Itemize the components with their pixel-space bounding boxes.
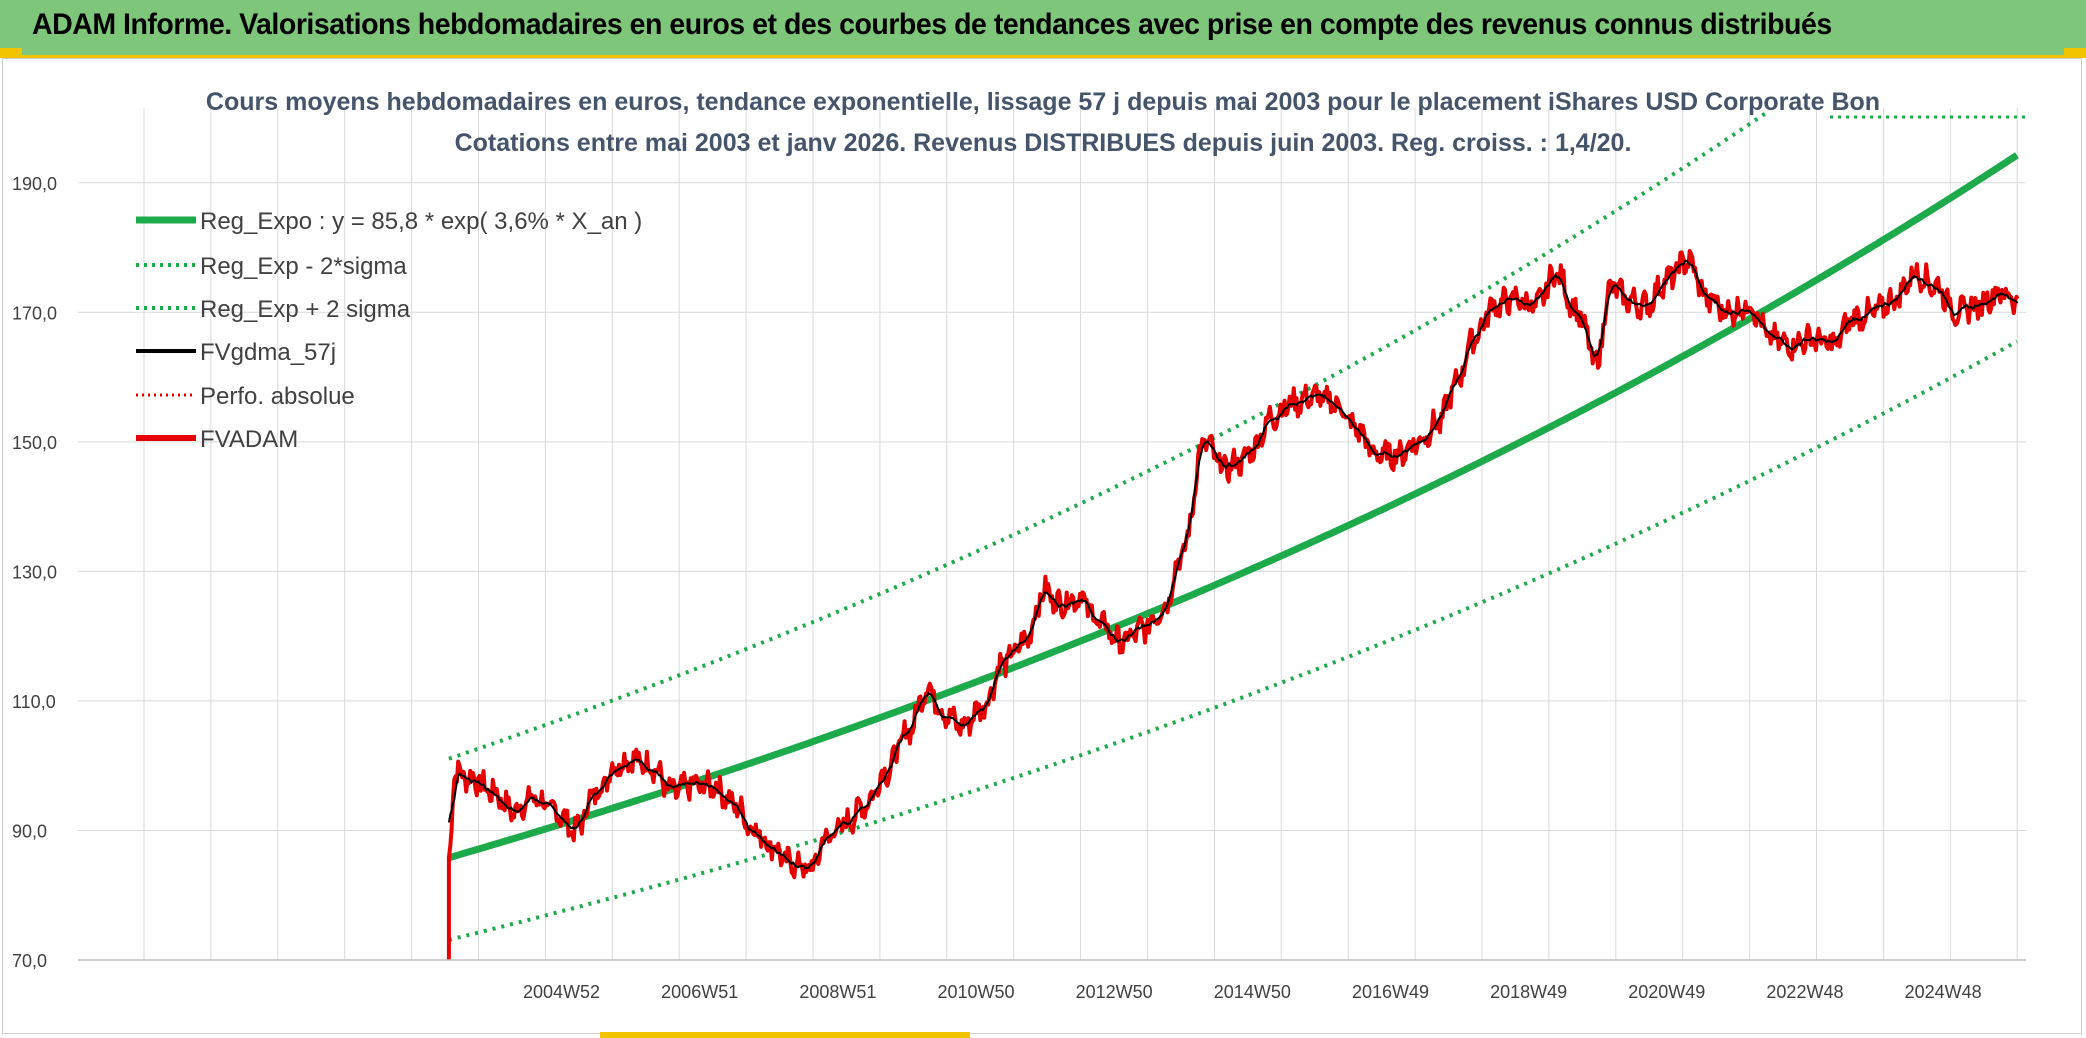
legend-label-reg-plus: Reg_Exp + 2 sigma <box>200 296 411 323</box>
x-tick-label: 2010W50 <box>937 982 1014 1002</box>
chart-legend: Reg_Expo : y = 85,8 * exp( 3,6% * X_an )… <box>136 208 642 453</box>
y-tick-label: 90,0 <box>12 821 47 841</box>
y-tick-label: 150,0 <box>12 433 57 453</box>
chart-axes: 70,0 90,0 110,0 130,0 150,0 170,0 190,0 2004W52… <box>12 174 2026 1002</box>
x-tick-label: 2008W51 <box>799 982 876 1002</box>
fvadam-line <box>446 249 2020 960</box>
y-tick-label: 130,0 <box>12 562 57 582</box>
legend-label-reg-minus: Reg_Exp - 2*sigma <box>200 253 407 280</box>
chart-title-line-2: Cotations entre mai 2003 et janv 2026. R… <box>455 129 1632 157</box>
legend-label-fvadam: FVADAM <box>200 426 298 453</box>
x-tick-label: 2022W48 <box>1766 982 1843 1002</box>
chart-title-line-1: Cours moyens hebdomadaires en euros, ten… <box>206 88 1880 116</box>
reg-expo-line <box>447 152 2019 862</box>
x-tick-label: 2024W48 <box>1905 982 1982 1002</box>
chart-grid <box>78 108 2026 961</box>
legend-label-reg-expo: Reg_Expo : y = 85,8 * exp( 3,6% * X_an ) <box>200 208 642 235</box>
x-tick-label: 2018W49 <box>1490 982 1567 1002</box>
header-corner-right <box>2064 48 2086 55</box>
x-tick-label: 2014W50 <box>1214 982 1291 1002</box>
x-tick-label: 2020W49 <box>1628 982 1705 1002</box>
x-tick-label: 2012W50 <box>1076 982 1153 1002</box>
legend-label-fvgdma: FVgdma_57j <box>200 339 336 366</box>
header-corner-left <box>0 48 22 55</box>
x-tick-label: 2004W52 <box>523 982 600 1002</box>
header-bar: ADAM Informe. Valorisations hebdomadaire… <box>0 0 2086 58</box>
y-tick-label: 170,0 <box>12 303 57 323</box>
reg-expo-minus-2sigma-line <box>448 339 2018 942</box>
fvgdma-57j-line <box>447 259 2019 870</box>
chart-frame <box>2 58 2082 1034</box>
x-tick-label: 2016W49 <box>1352 982 1429 1002</box>
y-tick-label: 190,0 <box>12 174 57 194</box>
bottom-accent-strip <box>600 1032 970 1038</box>
y-tick-label: 110,0 <box>12 692 56 712</box>
legend-label-perfo: Perfo. absolue <box>200 383 355 410</box>
chart-series <box>446 112 2020 960</box>
reg-expo-plus-2sigma-line <box>448 112 1766 761</box>
header-title: ADAM Informe. Valorisations hebdomadaire… <box>32 8 1832 41</box>
y-tick-label: 70,0 <box>12 951 47 971</box>
x-tick-label: 2006W51 <box>661 982 738 1002</box>
